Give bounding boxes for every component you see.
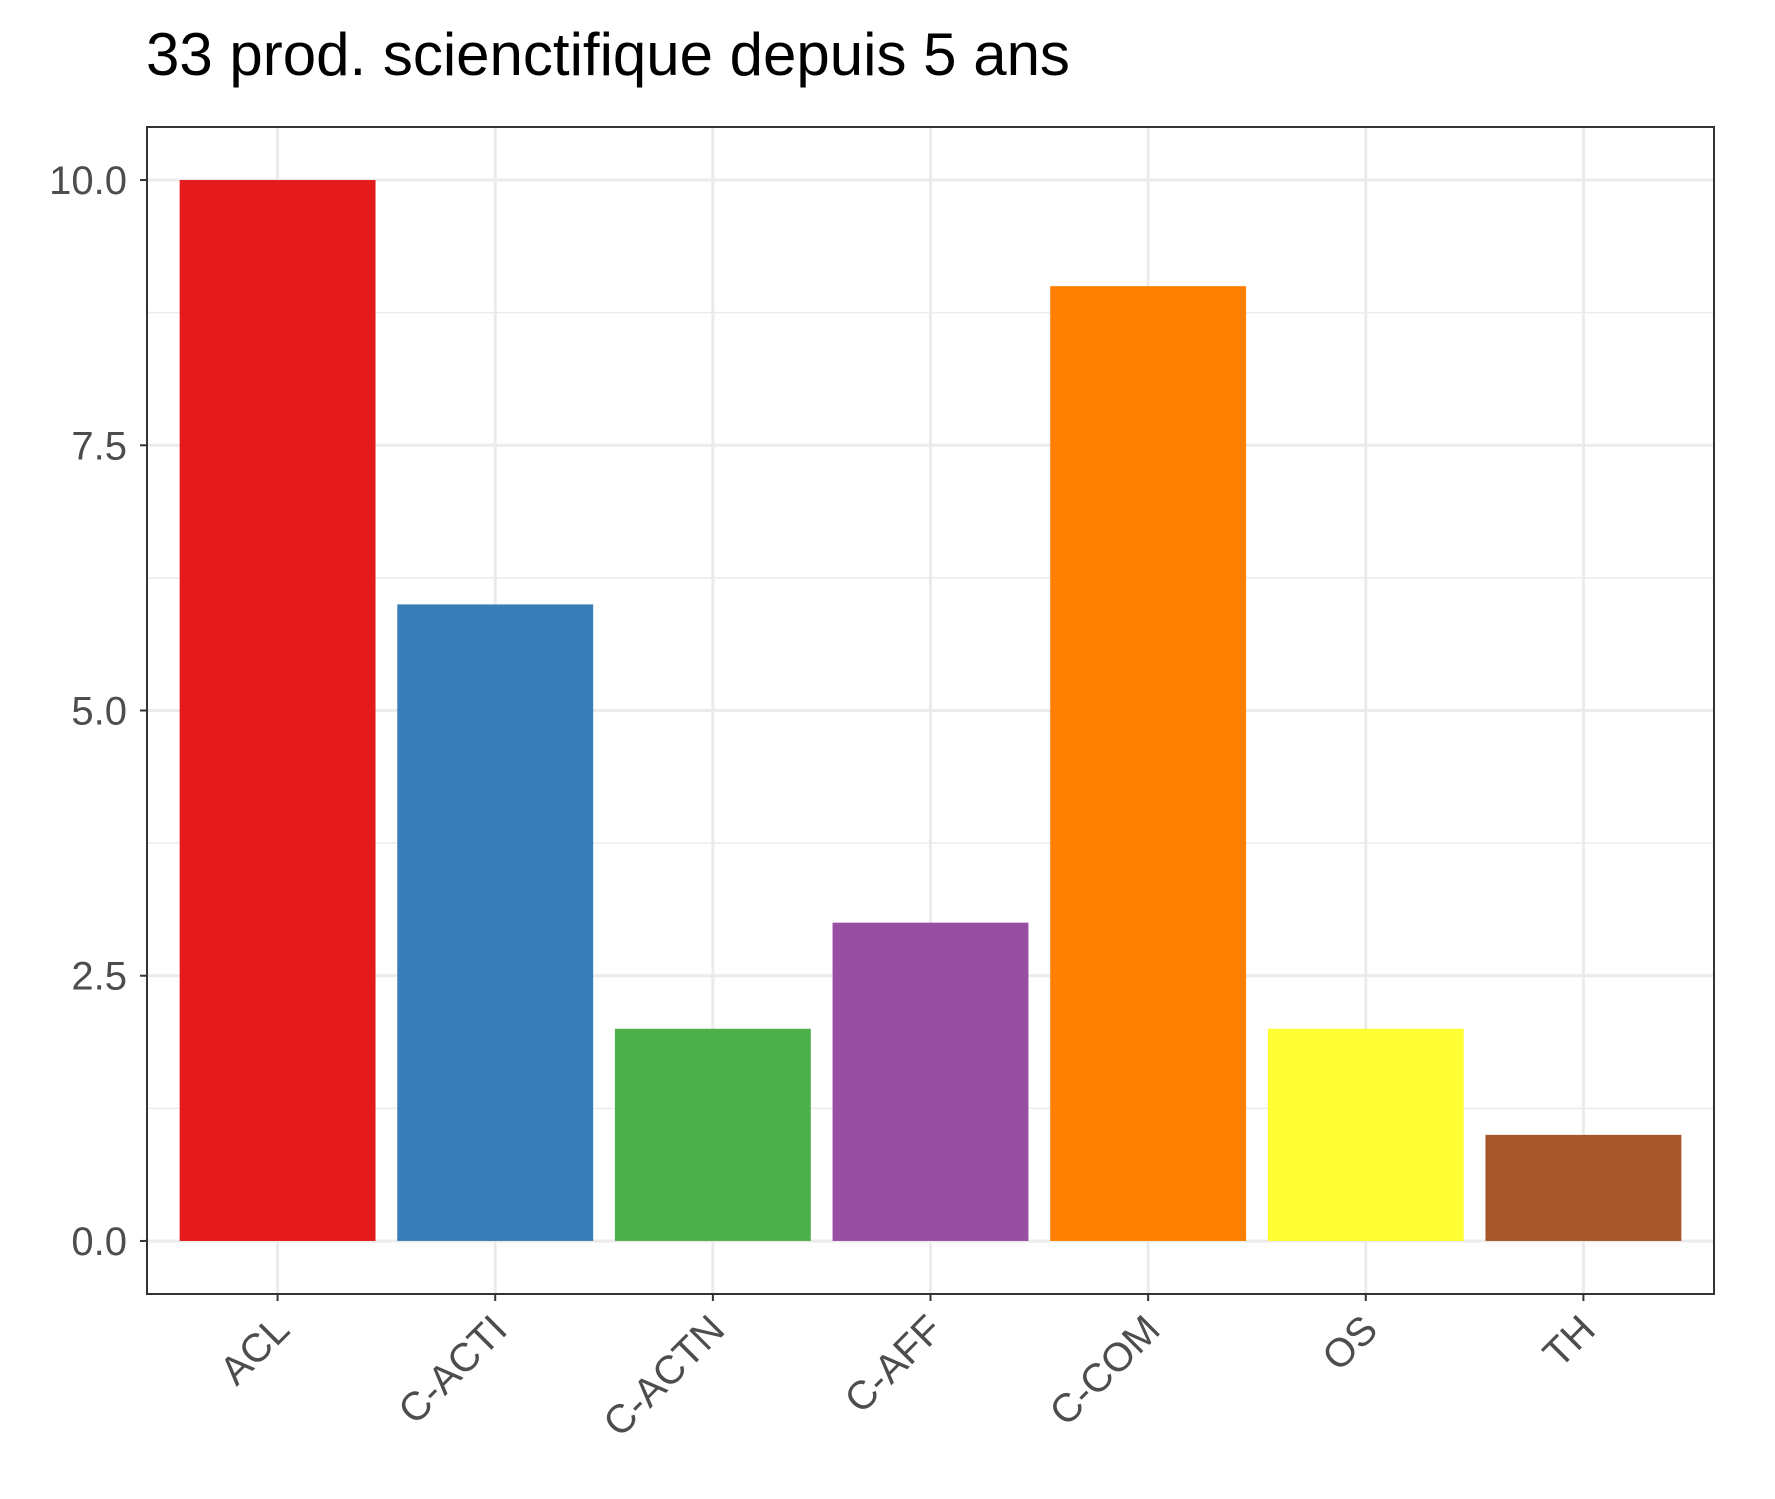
bar-c-aff bbox=[832, 922, 1029, 1241]
bar-acl bbox=[179, 180, 376, 1241]
bar-c-acti bbox=[397, 604, 594, 1241]
y-axis: 0.0 2.5 5.0 7.5 10.0 bbox=[49, 159, 147, 1264]
y-tick-label: 5.0 bbox=[71, 690, 127, 734]
bar-th bbox=[1485, 1134, 1682, 1241]
y-tick-label: 10.0 bbox=[49, 159, 127, 203]
x-tick-label-c-com: C-COM bbox=[1042, 1307, 1169, 1434]
bars bbox=[179, 180, 1682, 1241]
x-tick-label-th: TH bbox=[1535, 1307, 1604, 1376]
y-tick-label: 0.0 bbox=[71, 1220, 127, 1264]
bar-os bbox=[1267, 1028, 1464, 1241]
bar-c-com bbox=[1050, 286, 1247, 1241]
x-tick-label-os: OS bbox=[1314, 1307, 1386, 1379]
bar-c-actn bbox=[614, 1028, 811, 1241]
x-tick-label-c-acti: C-ACTI bbox=[390, 1307, 515, 1432]
y-tick-label: 7.5 bbox=[71, 424, 127, 468]
x-axis: ACL C-ACTI C-ACTN C-AFF C-COM OS TH bbox=[212, 1294, 1604, 1445]
x-tick-label-c-actn: C-ACTN bbox=[595, 1307, 733, 1445]
x-tick-label-acl: ACL bbox=[212, 1307, 298, 1393]
y-tick-label: 2.5 bbox=[71, 955, 127, 999]
x-tick-label-c-aff: C-AFF bbox=[836, 1307, 950, 1421]
chart-title: 33 prod. scienctifique depuis 5 ans bbox=[146, 21, 1070, 88]
